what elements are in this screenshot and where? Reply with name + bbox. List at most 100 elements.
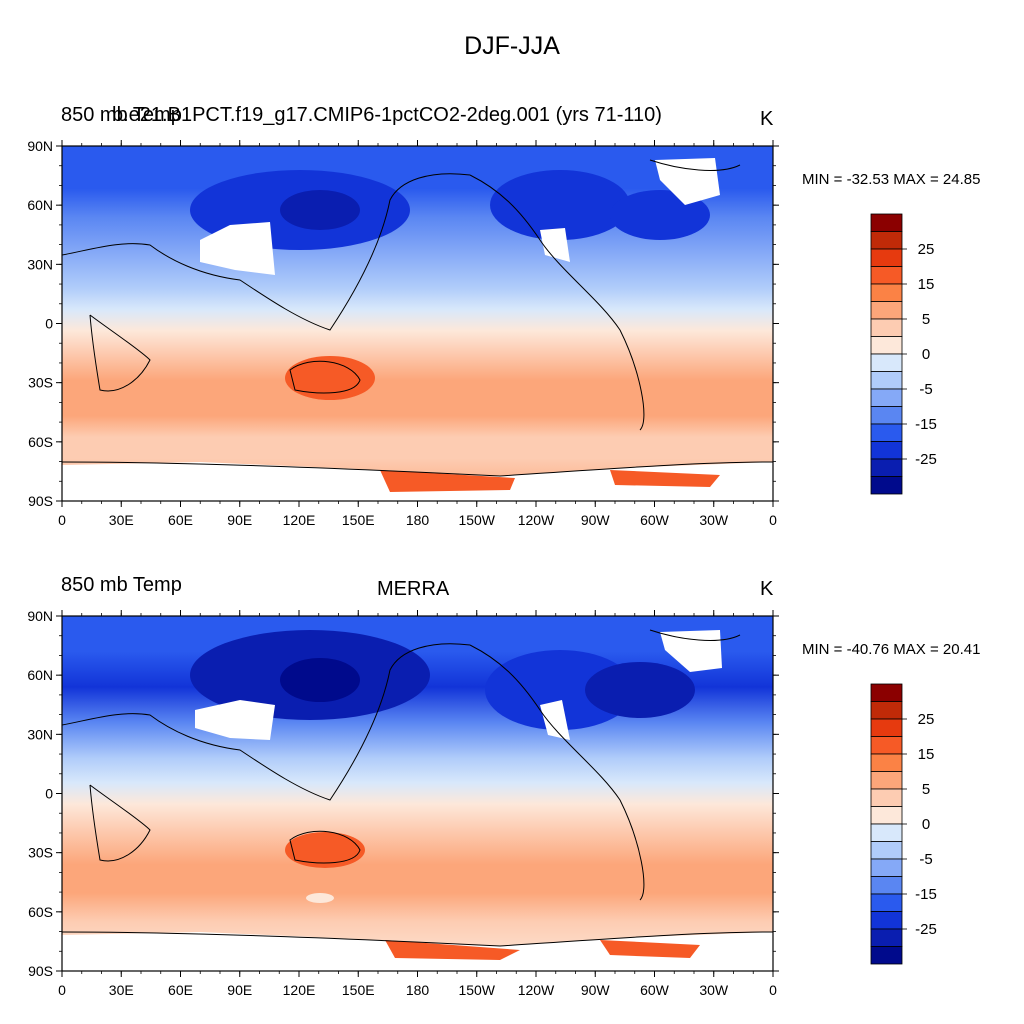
lon-tick-label: 150W	[458, 982, 495, 998]
lon-tick-label: 60W	[640, 512, 670, 528]
colorbar-swatch	[870, 823, 903, 842]
lon-tick-label: 120E	[283, 512, 316, 528]
lon-tick-label: 150E	[342, 982, 375, 998]
colorbar-swatch	[870, 858, 903, 877]
colorbar-swatch	[870, 301, 903, 320]
colorbar-swatch	[870, 701, 903, 720]
figure-title: DJF-JJA	[464, 32, 560, 60]
colorbar-swatch	[870, 283, 903, 302]
colorbar-swatch	[870, 683, 903, 702]
colorbar-label: -15	[915, 886, 937, 903]
colorbar-label: 25	[918, 241, 935, 258]
lon-tick-label: 30E	[109, 982, 134, 998]
colorbar-swatch	[870, 946, 903, 965]
lat-tick-label: 30S	[28, 845, 53, 861]
lon-tick-label: 120W	[518, 982, 555, 998]
colorbar-label: -5	[919, 381, 932, 398]
colorbar-swatch	[870, 476, 903, 495]
colorbar-label: 0	[922, 346, 930, 363]
lat-tick-label: 0	[45, 786, 53, 802]
colorbar-label: 5	[922, 311, 930, 328]
colorbar-swatch	[870, 248, 903, 267]
colorbar-swatch	[870, 423, 903, 442]
lon-tick-label: 120E	[283, 982, 316, 998]
lat-tick-label: 90N	[27, 138, 53, 154]
lon-tick-label: 150E	[342, 512, 375, 528]
lat-tick-label: 60S	[28, 434, 53, 450]
colorbar-label: -25	[915, 451, 937, 468]
lat-tick-label: 30N	[27, 726, 53, 742]
colorbar-label: 5	[922, 781, 930, 798]
panel-1-left-label: 850 mb Temp	[61, 104, 182, 126]
lon-tick-label: 90E	[227, 512, 252, 528]
lon-tick-label: 30W	[699, 512, 729, 528]
colorbar-swatch	[870, 841, 903, 860]
colorbar-label: -15	[915, 416, 937, 433]
colorbar-swatch	[870, 406, 903, 425]
colorbar-swatch	[870, 876, 903, 895]
colorbar-swatch	[870, 336, 903, 355]
panel-2-unit: K	[760, 578, 774, 600]
lat-tick-label: 30N	[27, 256, 53, 272]
panel-1-center-label: b.e21.B1PCT.f19_g17.CMIP6-1pctCO2-2deg.0…	[112, 104, 662, 126]
lon-tick-label: 0	[58, 982, 66, 998]
colorbar-label: -25	[915, 921, 937, 938]
lon-tick-label: 180	[406, 512, 430, 528]
colorbar-swatch	[870, 371, 903, 390]
panel-1-min-max: MIN = -32.53 MAX = 24.85	[802, 171, 981, 188]
lon-tick-label: 60E	[168, 512, 193, 528]
colorbar-swatch	[870, 788, 903, 807]
lat-tick-label: 60N	[27, 197, 53, 213]
lon-tick-label: 120W	[518, 512, 555, 528]
colorbar-swatch	[870, 718, 903, 737]
panel-1-map	[62, 146, 773, 501]
lon-tick-label: 180	[406, 982, 430, 998]
colorbar-swatch	[870, 441, 903, 460]
axes-layer: 90N 60N 30N 0 30S 60S 90S 0 30E 60E 90E 120E 150E 180…	[27, 138, 779, 998]
lat-tick-label: 90N	[27, 608, 53, 624]
colorbar-swatch	[870, 458, 903, 477]
panel-1-unit: K	[760, 108, 774, 130]
colorbar-swatch	[870, 771, 903, 790]
colorbar-swatch	[870, 266, 903, 285]
colorbar-label: 25	[918, 711, 935, 728]
panel-2-left-label: 850 mb Temp	[61, 574, 182, 596]
colorbar-swatch	[870, 388, 903, 407]
lon-tick-label: 90E	[227, 982, 252, 998]
colorbar-swatch	[870, 353, 903, 372]
lat-tick-label: 0	[45, 316, 53, 332]
lon-tick-label: 30W	[699, 982, 729, 998]
lon-tick-label: 90W	[581, 982, 611, 998]
colorbar-swatch	[870, 928, 903, 947]
colorbar-swatch	[870, 893, 903, 912]
lon-tick-label: 0	[769, 982, 777, 998]
lon-tick-label: 90W	[581, 512, 611, 528]
colorbar-swatch	[870, 213, 903, 232]
lon-tick-label: 30E	[109, 512, 134, 528]
colorbar-layer: 25 15 5 0 -5 -15 -25 25 15 5 0 -5 -15 -25	[870, 213, 937, 965]
colorbar-swatch	[870, 231, 903, 250]
colorbar-label: 0	[922, 816, 930, 833]
lon-tick-label: 60W	[640, 982, 670, 998]
lon-tick-label: 60E	[168, 982, 193, 998]
colorbar-swatch	[870, 753, 903, 772]
lat-tick-label: 60N	[27, 667, 53, 683]
panel-2-map	[62, 616, 773, 971]
lat-tick-label: 90S	[28, 493, 53, 509]
lon-tick-label: 0	[58, 512, 66, 528]
lat-tick-label: 60S	[28, 904, 53, 920]
colorbar-swatch	[870, 318, 903, 337]
colorbar-label: 15	[918, 746, 935, 763]
colorbar-label: -5	[919, 851, 932, 868]
colorbar-swatch	[870, 911, 903, 930]
lon-tick-label: 0	[769, 512, 777, 528]
panel-2-center-label: MERRA	[377, 578, 450, 600]
lat-tick-label: 30S	[28, 375, 53, 391]
panel-2-min-max: MIN = -40.76 MAX = 20.41	[802, 641, 981, 658]
lon-tick-label: 150W	[458, 512, 495, 528]
colorbar-label: 15	[918, 276, 935, 293]
lat-tick-label: 90S	[28, 963, 53, 979]
colorbar-swatch	[870, 806, 903, 825]
colorbar-swatch	[870, 736, 903, 755]
